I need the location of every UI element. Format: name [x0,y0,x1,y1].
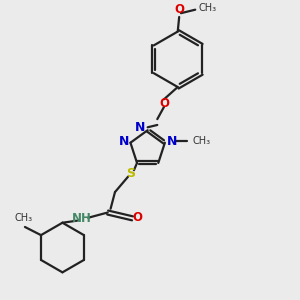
Text: CH₃: CH₃ [198,3,216,13]
Text: N: N [119,135,129,148]
Text: CH₃: CH₃ [192,136,210,146]
Text: NH: NH [71,212,92,225]
Text: N: N [135,122,146,134]
Text: O: O [159,97,169,110]
Text: O: O [133,211,143,224]
Text: S: S [127,167,136,180]
Text: CH₃: CH₃ [14,214,32,224]
Text: N: N [167,135,177,148]
Text: O: O [174,3,184,16]
